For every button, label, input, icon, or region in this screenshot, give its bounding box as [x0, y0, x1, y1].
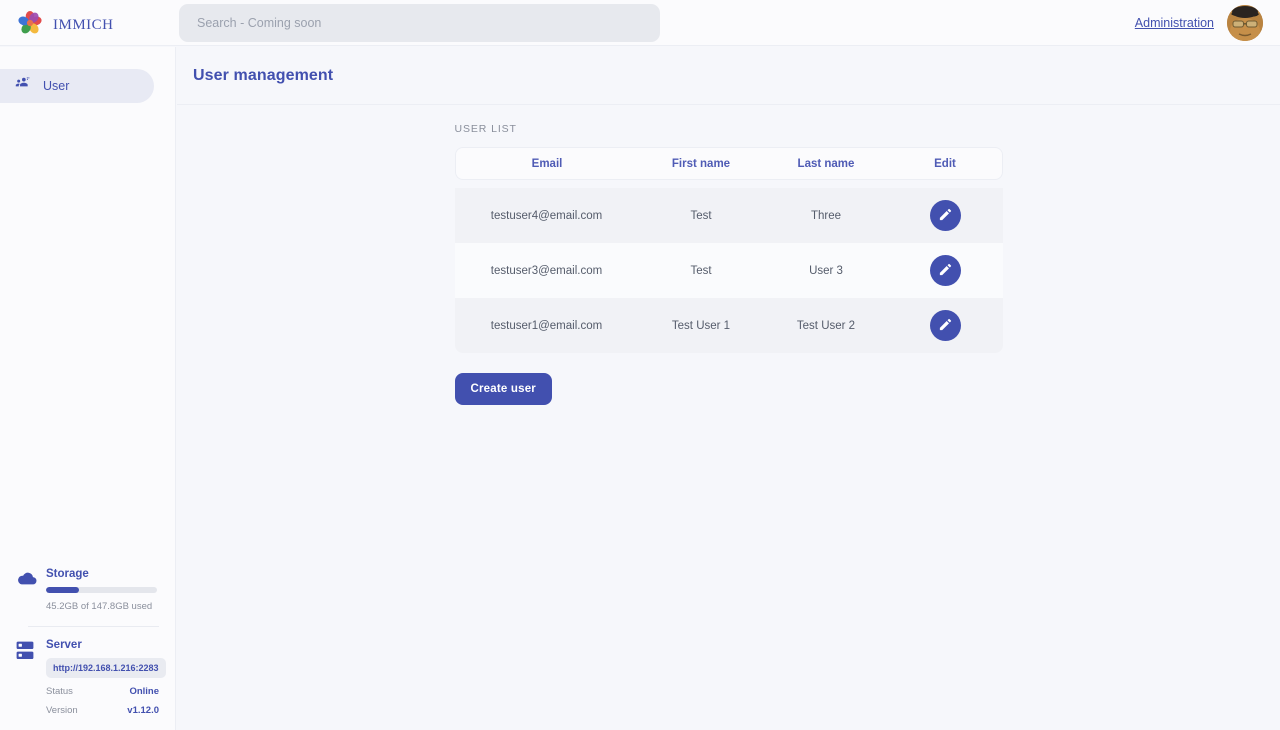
table-header-row: Email First name Last name Edit: [454, 147, 1003, 180]
top-bar: IMMICH Administration: [0, 0, 1280, 46]
column-header-first-name[interactable]: First name: [638, 147, 764, 180]
cell-email: testuser4@email.com: [454, 188, 639, 243]
table-row[interactable]: testuser4@email.com Test Three: [454, 188, 1003, 243]
administration-link[interactable]: Administration: [1134, 16, 1214, 30]
table-row[interactable]: testuser1@email.com Test User 1 Test Use…: [454, 298, 1003, 353]
column-header-edit[interactable]: Edit: [888, 147, 1003, 180]
table-spacer-row: [455, 180, 1003, 188]
server-version-label: Version: [46, 705, 78, 716]
server-url-badge[interactable]: http://192.168.1.216:2283: [46, 658, 166, 678]
pencil-icon: [938, 207, 953, 225]
panel-divider: [28, 626, 159, 627]
cell-first-name: Test: [638, 243, 764, 298]
pencil-icon: [938, 262, 953, 280]
user-list-panel: USER LIST Email First name Last name Edi…: [454, 123, 1003, 405]
sidebar-item-user[interactable]: User: [0, 69, 154, 103]
page-header: User management: [177, 47, 1280, 105]
cell-last-name: Three: [763, 188, 889, 243]
column-header-email[interactable]: Email: [454, 147, 639, 180]
server-block: Server http://192.168.1.216:2283 Status …: [14, 639, 166, 716]
user-avatar-photo-icon: [1227, 5, 1263, 41]
server-status-value: Online: [129, 686, 159, 697]
column-header-last-name[interactable]: Last name: [763, 147, 889, 180]
avatar[interactable]: [1227, 5, 1263, 41]
server-title: Server: [46, 639, 82, 651]
sidebar-item-label: User: [43, 79, 70, 93]
page-title: User management: [193, 66, 334, 84]
user-list-section-label: USER LIST: [454, 123, 517, 135]
cloud-icon: [16, 570, 38, 592]
sidebar-status-panel: Storage 45.2GB of 147.8GB used Server ht…: [0, 568, 176, 730]
user-table-body: testuser4@email.com Test Three: [454, 180, 1003, 353]
server-version-row: Version v1.12.0: [46, 705, 159, 716]
storage-block: Storage 45.2GB of 147.8GB used: [14, 568, 159, 612]
user-table-head: Email First name Last name Edit: [454, 147, 1003, 180]
search-input[interactable]: [179, 4, 660, 42]
edit-user-button[interactable]: [930, 310, 961, 341]
cell-edit: [888, 188, 1003, 243]
server-version-value: v1.12.0: [127, 705, 159, 716]
storage-progress-fill: [46, 587, 80, 593]
cell-last-name: User 3: [763, 243, 889, 298]
edit-user-button[interactable]: [930, 200, 961, 231]
server-status-label: Status: [46, 686, 73, 697]
user-table: Email First name Last name Edit testuser…: [454, 147, 1003, 353]
storage-title: Storage: [46, 568, 89, 580]
server-icon: [16, 641, 38, 663]
storage-detail: 45.2GB of 147.8GB used: [46, 601, 153, 612]
brand[interactable]: IMMICH: [17, 10, 157, 36]
content-wrapper: USER LIST Email First name Last name Edi…: [177, 105, 1280, 405]
brand-name: IMMICH: [53, 10, 114, 34]
edit-user-button[interactable]: [930, 255, 961, 286]
server-status-row: Status Online: [46, 686, 159, 697]
cell-email: testuser1@email.com: [454, 298, 639, 353]
cell-last-name: Test User 2: [763, 298, 889, 353]
sidebar: User Storage 45.2GB of 147.8GB used: [0, 47, 176, 730]
cell-edit: [888, 243, 1003, 298]
cell-email: testuser3@email.com: [454, 243, 639, 298]
account-multiple-icon: [14, 75, 31, 97]
immich-flower-logo-icon: [17, 10, 43, 36]
create-user-button[interactable]: Create user: [454, 373, 552, 405]
main-content: User management USER LIST Email First na…: [177, 47, 1280, 730]
cell-edit: [888, 298, 1003, 353]
table-row[interactable]: testuser3@email.com Test User 3: [454, 243, 1003, 298]
storage-progress-bar: [46, 587, 157, 593]
pencil-icon: [938, 317, 953, 335]
cell-first-name: Test: [638, 188, 764, 243]
cell-first-name: Test User 1: [638, 298, 764, 353]
